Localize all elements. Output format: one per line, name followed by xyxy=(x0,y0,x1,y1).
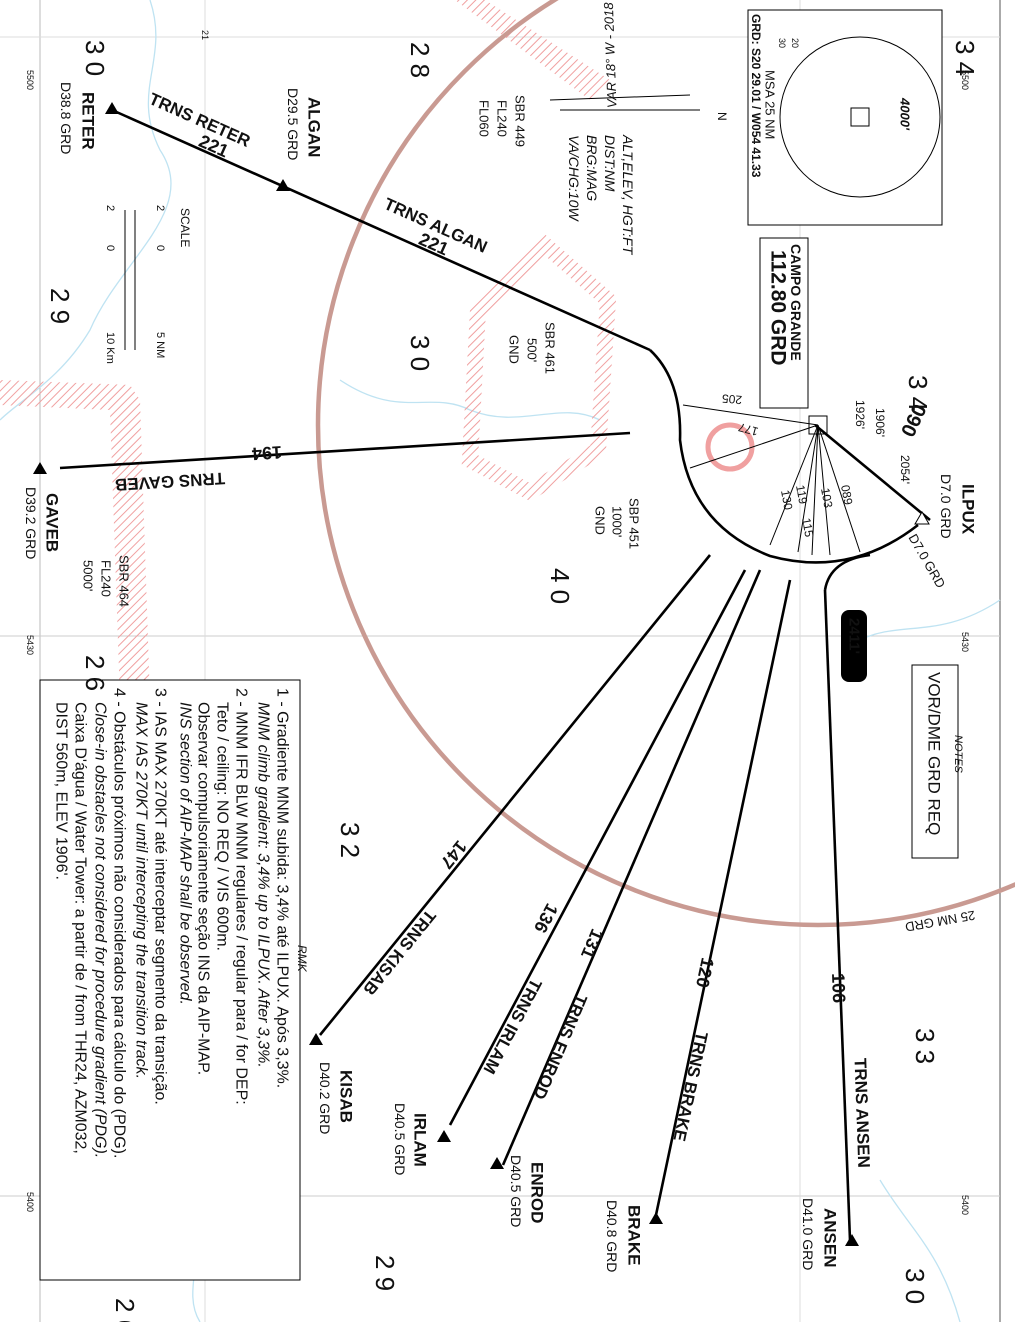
grid-labels-text: 4 0 xyxy=(545,568,575,604)
coordinate-ticks-text: 5430 xyxy=(960,632,970,652)
obstacles-text: 2054' xyxy=(898,455,912,484)
grid-labels-text: 3 0 xyxy=(405,335,435,371)
airspaces-text: 500' xyxy=(525,338,540,362)
remarks-text: Teto / ceiling: NO REQ / VIS 600m. xyxy=(214,702,231,951)
grid-labels-text: 2 8 xyxy=(405,42,435,78)
airspaces-text: GND xyxy=(593,506,608,535)
scale-text: SCALE xyxy=(178,208,192,247)
coordinate-ticks-text: 5430 xyxy=(25,635,35,655)
notes-text: NOTES xyxy=(952,735,964,774)
airspaces-text: SBR 464 xyxy=(117,555,132,607)
fixes-text: BRAKE xyxy=(625,1205,644,1265)
obstacles-text: 1906' xyxy=(873,408,887,437)
grid-labels-text: 3 4 xyxy=(903,375,933,411)
grid-labels-text: 2 9 xyxy=(45,288,75,324)
airspaces-text: 1000' xyxy=(610,506,625,537)
grid-labels-text: 3 2 xyxy=(335,822,365,858)
fixes-text: ALGAN xyxy=(305,97,324,157)
scale-text: 5 NM xyxy=(154,332,166,358)
remarks-text: INS section of AIP-MAP shall be observed… xyxy=(177,702,194,1005)
navaid-text: 112.80 GRD xyxy=(767,250,790,366)
remarks-text: DIST 560m, ELEV 1906'. xyxy=(53,702,70,880)
remarks-text: MAX IAS 270KT until intercepting the tra… xyxy=(133,702,150,1079)
coordinate-ticks-text: 20 xyxy=(790,38,800,48)
airspaces-text: FL240 xyxy=(99,560,114,597)
grid-labels-text: 2 6 xyxy=(110,1298,140,1322)
grid-labels-text: 3 0 xyxy=(900,1268,930,1304)
scale-text: 0 xyxy=(104,245,116,251)
fixes-text: D39.2 GRD xyxy=(23,487,39,559)
obstacles-text: 1926' xyxy=(853,400,867,429)
units-legend-text: BRG:MAG xyxy=(584,135,600,201)
units-legend-text: DIST:NM xyxy=(602,135,618,192)
msa-text: GRD: S20 29.01 / W054 41.33 xyxy=(749,14,763,178)
coordinate-ticks-text: 5500 xyxy=(25,70,35,90)
remarks-text: Caixa D'água / Water Tower: a partir de … xyxy=(72,702,89,1154)
fixes-text: D40.8 GRD xyxy=(604,1200,620,1272)
fixes-text: D40.5 GRD xyxy=(508,1155,524,1227)
remarks-text: 3 - IAS MAX 270KT até interceptar segmen… xyxy=(152,688,169,1105)
remarks-text: Observar compulsoriamente seção INS da A… xyxy=(195,702,212,1075)
airspaces-text: FL060 xyxy=(477,100,492,137)
airspaces-text: GND xyxy=(507,335,522,364)
grid-labels-text: 3 0 xyxy=(80,40,110,76)
fixes-text: ANSEN xyxy=(821,1208,840,1268)
remarks-text: 2 - MNM IFR BLW MNM regulares / regular … xyxy=(233,688,250,1105)
remarks-text: 4 - Obstáculos próximos não considerados… xyxy=(111,688,128,1158)
airspaces-text: 5000' xyxy=(81,560,96,591)
chart: MSA 25 NMGRD: S20 29.01 / W054 41.33 4000… xyxy=(0,0,1015,1322)
grid-labels-text: 2 6 xyxy=(80,655,110,691)
msa-text: 4000' xyxy=(898,97,913,131)
airspaces-text: SBR 449 xyxy=(513,95,528,147)
units-legend-text: ALT,ELEV, HGT:FT xyxy=(620,134,636,256)
fixes-text: D40.2 GRD xyxy=(317,1062,333,1134)
coordinate-ticks-text: 5400 xyxy=(25,1192,35,1212)
fixes-text: ILPUX xyxy=(959,484,978,535)
fixes-text: D38.8 GRD xyxy=(58,82,74,154)
coordinate-ticks-text: 30 xyxy=(777,38,787,48)
fixes-text: D29.5 GRD xyxy=(285,88,301,160)
coordinate-ticks-text: 5500 xyxy=(960,70,970,90)
msa-text: MSA 25 NM xyxy=(763,70,778,139)
transitions-text: 194 xyxy=(251,442,282,464)
scale-text: 10 Km xyxy=(104,332,116,364)
airspaces-text: FL240 xyxy=(495,100,510,137)
remarks-text: MNM climb gradient: 3,4% up to ILPUX. Af… xyxy=(255,702,272,1068)
fixes-text: RETER xyxy=(79,92,98,150)
transitions-text: TRNS ANSEN xyxy=(851,1058,874,1168)
fixes-text: IRLAM xyxy=(411,1113,430,1167)
fixes-text: KISAB xyxy=(337,1070,356,1123)
airspaces-text: SBP 451 xyxy=(627,498,642,549)
coordinate-ticks-text: 21 xyxy=(200,30,210,40)
scale-text: 2 xyxy=(154,205,166,211)
remarks-text: 1 - Gradiente MNM subida: 3,4% até ILPUX… xyxy=(274,688,291,1088)
coordinate-ticks-text: 5400 xyxy=(960,1195,970,1215)
grid-labels-text: 2 9 xyxy=(370,1255,400,1291)
fixes-text: ENROD xyxy=(528,1162,547,1223)
fixes-text: D40.5 GRD xyxy=(392,1103,408,1175)
remarks-text: Close-in obstacles not considered for pr… xyxy=(92,702,109,1158)
units-legend-text: VA/CHG:10W xyxy=(566,135,582,222)
remarks-text: RMK xyxy=(295,945,309,973)
transitions-text: 106 xyxy=(828,973,849,1004)
north-text: N xyxy=(715,112,729,121)
fixes-text: GAVEB xyxy=(43,493,62,552)
notes-text: VOR/DME GRD REQ xyxy=(925,672,944,835)
grid-labels-text: 3 3 xyxy=(910,1028,940,1064)
radials-text: 205 xyxy=(721,391,742,407)
scale-text: 0 xyxy=(154,245,166,251)
fixes-text: D41.0 GRD xyxy=(800,1198,816,1270)
scale-text: 2 xyxy=(104,205,116,211)
obstacles-text: 2411' xyxy=(846,618,863,654)
airspaces-text: SBR 461 xyxy=(543,322,558,374)
fixes-text: D7.0 GRD xyxy=(938,474,954,539)
